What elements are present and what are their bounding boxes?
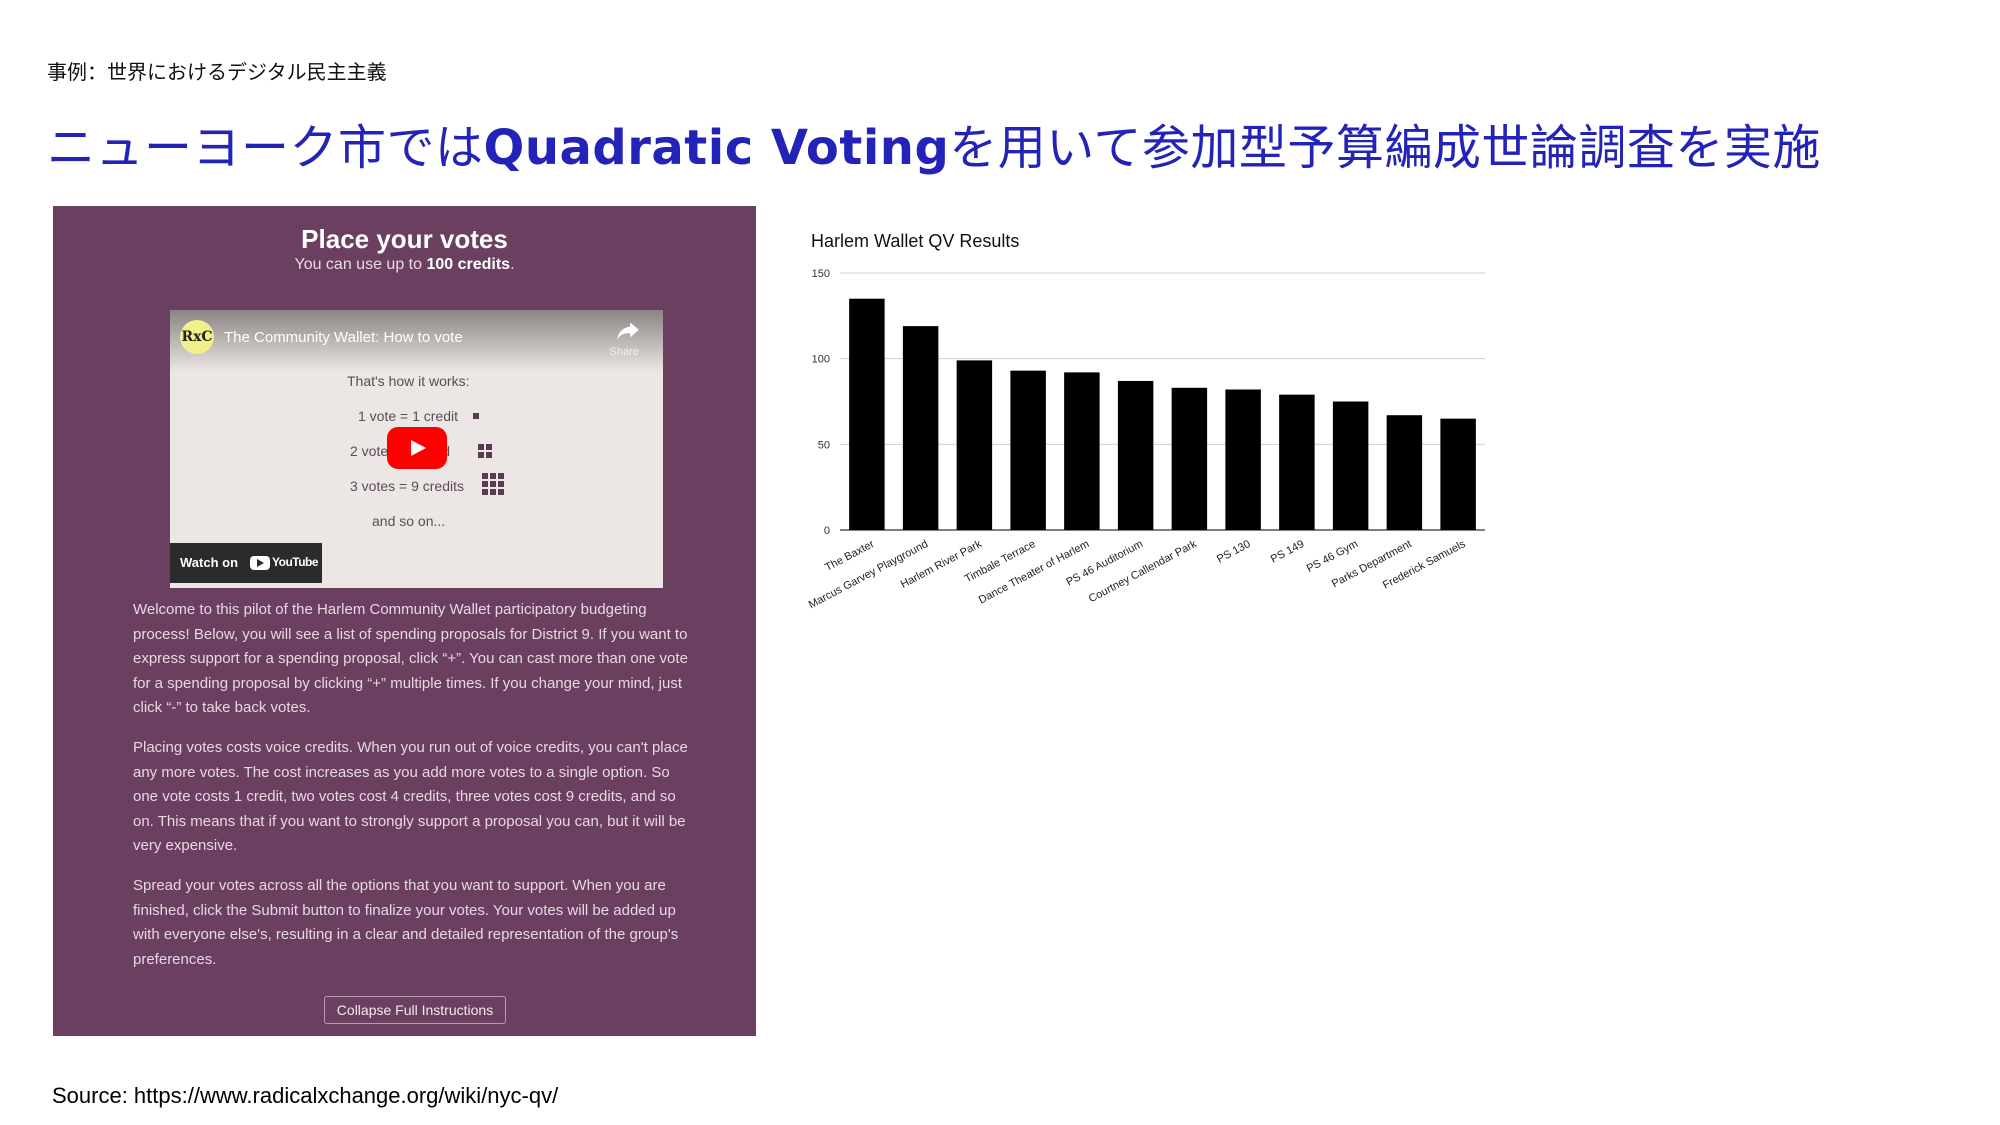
bar [849, 298, 885, 530]
bar [1010, 370, 1046, 530]
bar [1332, 401, 1369, 530]
headline-post: を用いて参加型予算編成世論調査を実施 [949, 120, 1821, 176]
share-icon[interactable] [615, 320, 641, 342]
video-line-intro: That's how it works: [347, 373, 470, 389]
bar [1064, 372, 1100, 530]
y-tick-label: 150 [812, 268, 830, 280]
bar [902, 326, 939, 530]
watch-on-label: Watch on [180, 555, 239, 570]
headline-bold: Quadratic Voting [483, 120, 950, 176]
bar [1279, 394, 1315, 530]
bar [1171, 387, 1208, 530]
channel-logo[interactable]: RxC [180, 320, 214, 354]
source-citation: Source: https://www.radicalxchange.org/w… [52, 1083, 559, 1108]
collapse-instructions-button[interactable]: Collapse Full Instructions [324, 996, 506, 1024]
x-tick-label: PS 149 [1269, 538, 1307, 566]
video-line-more: and so on... [372, 513, 446, 529]
subtitle-pre: You can use up to [294, 256, 427, 273]
youtube-icon [250, 556, 270, 570]
voting-screenshot-panel: Place your votes You can use up to 100 c… [53, 206, 756, 1036]
video-line-1: 1 vote = 1 credit [358, 408, 459, 424]
video-embed[interactable]: RxC The Community Wallet: How to vote Sh… [170, 310, 663, 588]
youtube-label: YouTube [272, 555, 319, 569]
subtitle-post: . [510, 256, 515, 273]
x-tick-label: PS 130 [1215, 538, 1253, 566]
bar [1386, 415, 1423, 530]
bar [1440, 418, 1476, 530]
watch-on-youtube-button[interactable]: Watch on YouTube [170, 543, 322, 583]
single-square-icon [473, 413, 479, 419]
panel-subtitle: You can use up to 100 credits. [53, 256, 756, 274]
video-topbar [170, 310, 663, 372]
instructions-paragraph-3: Spread your votes across all the options… [133, 877, 679, 968]
bar [956, 360, 993, 530]
y-tick-label: 50 [818, 439, 830, 451]
slide-eyebrow: 事例：世界におけるデジタル民主主義 [47, 60, 387, 84]
instructions-paragraph-1: Welcome to this pilot of the Harlem Comm… [133, 601, 688, 717]
instructions-paragraph-2: Placing votes costs voice credits. When … [133, 739, 688, 855]
play-button[interactable] [387, 427, 447, 469]
slide-headline: ニューヨーク市ではQuadratic Votingを用いて参加型予算編成世論調査… [47, 108, 1821, 178]
nine-squares-icon [482, 473, 504, 495]
share-label[interactable]: Share [609, 346, 639, 358]
bar [1117, 380, 1154, 530]
bar [1225, 389, 1261, 530]
video-line-3: 3 votes = 9 credits [350, 478, 465, 494]
headline-pre: ニューヨーク市では [47, 120, 484, 176]
subtitle-credits: 100 credits [426, 256, 511, 273]
four-squares-icon [478, 444, 493, 459]
video-title[interactable]: The Community Wallet: How to vote [224, 329, 463, 346]
y-tick-label: 100 [812, 354, 830, 366]
y-tick-label: 0 [824, 525, 830, 537]
panel-title: Place your votes [301, 224, 508, 254]
chart-title: Harlem Wallet QV Results [811, 231, 1020, 251]
